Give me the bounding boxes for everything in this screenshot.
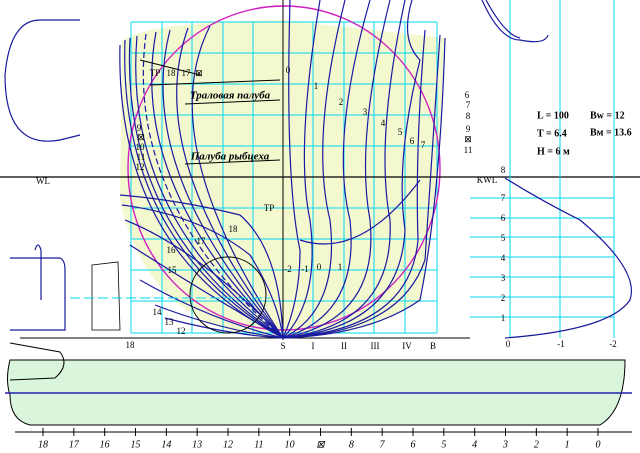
- scale-label: 17: [69, 439, 80, 450]
- level-label: 4: [501, 253, 506, 263]
- scale-label: 18: [38, 439, 48, 450]
- scale-label: 4: [472, 439, 477, 450]
- baseline-label: S: [280, 341, 285, 351]
- scale-label: 14: [161, 439, 171, 450]
- scale-label: 11: [254, 439, 263, 450]
- reference-circle: [127, 5, 441, 331]
- scale-label: ⊠: [316, 439, 326, 450]
- fore-inner-label: 4: [381, 118, 386, 128]
- fore-stations: [282, 0, 446, 339]
- dimension: Bм = 13.6: [590, 127, 632, 138]
- fore-inner-label: 5: [398, 127, 403, 137]
- scale-label: 2: [534, 439, 539, 450]
- scale-label: 0: [596, 439, 601, 450]
- fore-inner-label: 3: [363, 107, 368, 117]
- baseline-label: I: [312, 341, 315, 351]
- side-chart-title: KWL: [477, 175, 498, 185]
- level-label: 2: [501, 293, 506, 303]
- fore-lower-label: 1: [338, 262, 343, 272]
- aft-lower-label: 15: [168, 265, 178, 275]
- level-label: 3: [501, 273, 506, 283]
- fore-lower-label: -2: [284, 264, 292, 274]
- fore-inner-label: 6: [410, 136, 415, 146]
- fore-outer-label: 9: [466, 124, 471, 134]
- top-right-line: [485, 0, 521, 39]
- level-label: 5: [501, 233, 506, 243]
- scale-label: 10: [285, 439, 295, 450]
- level-label: 8: [501, 165, 506, 175]
- level-label: 1: [501, 313, 506, 323]
- side-chart-curve: [481, 0, 632, 339]
- aft-top-label: 18: [167, 68, 177, 78]
- fore-inner-label: 7: [421, 140, 426, 150]
- aft-lower-label: 18: [229, 224, 239, 234]
- side-chart-grid: [470, 0, 615, 338]
- deck-label: Палуба рыбцеха: [190, 151, 270, 163]
- scale-label: 13: [192, 439, 202, 450]
- aft-top-label: ⊠: [195, 68, 203, 78]
- scale-label: 3: [502, 439, 508, 450]
- deck-lines: [139, 59, 281, 165]
- aft-lower-label: 12: [177, 326, 186, 336]
- fore-outer-label: 8: [466, 111, 471, 121]
- aft-lower-label: ТР: [264, 203, 275, 213]
- aft-top-label: 17: [182, 68, 192, 78]
- dimension: H = 6 м: [537, 146, 570, 157]
- fore-outer-label: ⊠: [464, 134, 472, 144]
- aft-stations: [119, 25, 284, 339]
- fore-outer-label: 6: [465, 90, 470, 100]
- baseline-label: III: [371, 341, 380, 351]
- waterline-label: WL: [36, 176, 50, 186]
- dimension: L = 100: [537, 110, 569, 121]
- aft-mid-label: 10: [136, 142, 146, 152]
- side-x-label: 0: [506, 339, 511, 349]
- scale-label: 16: [100, 439, 110, 450]
- dimension: Bw = 12: [590, 110, 625, 121]
- fore-lower-label: 0: [317, 262, 322, 272]
- fore-inner-label: 0: [286, 65, 291, 75]
- level-label: 6: [501, 213, 506, 223]
- aft-mid-label: 9: [137, 123, 142, 133]
- aft-lower-label: 16: [167, 245, 177, 255]
- scale-label: 12: [223, 439, 233, 450]
- baseline-label: IV: [402, 341, 412, 351]
- fore-outer-label: 11: [464, 145, 473, 155]
- baseline-label: B: [430, 341, 436, 351]
- scale-label: 1: [565, 439, 570, 450]
- aft-lower-label: 13: [165, 317, 175, 327]
- aft-top-label: ТР: [150, 68, 161, 78]
- level-label: 7: [501, 193, 506, 203]
- scale-label: 7: [380, 439, 386, 450]
- scale-label: 5: [441, 439, 446, 450]
- side-x-label: -2: [609, 339, 617, 349]
- aft-lower-label: 17: [197, 236, 207, 246]
- aft-lower-label: 14: [153, 307, 163, 317]
- aft-mid-label: 12: [136, 162, 145, 172]
- scale-label: 6: [411, 439, 416, 450]
- scale-label: 15: [131, 439, 141, 450]
- baseline-label: 18: [126, 340, 136, 350]
- deck-label: Траловая палуба: [190, 90, 271, 102]
- dimension: T = 6.4: [537, 128, 567, 139]
- left-profile: [4, 19, 270, 331]
- side-x-label: -1: [557, 339, 565, 349]
- scale-label: 8: [349, 439, 354, 450]
- fore-outer-label: 7: [466, 100, 471, 110]
- aft-mid-label: 11: [137, 152, 146, 162]
- ship-profile-stern: [9, 342, 65, 381]
- fore-inner-label: 1: [314, 81, 319, 91]
- fore-inner-label: 2: [339, 97, 344, 107]
- fore-lower-label: -1: [301, 264, 309, 274]
- aft-mid-label: ⊠: [137, 132, 145, 142]
- baseline-label: II: [341, 341, 347, 351]
